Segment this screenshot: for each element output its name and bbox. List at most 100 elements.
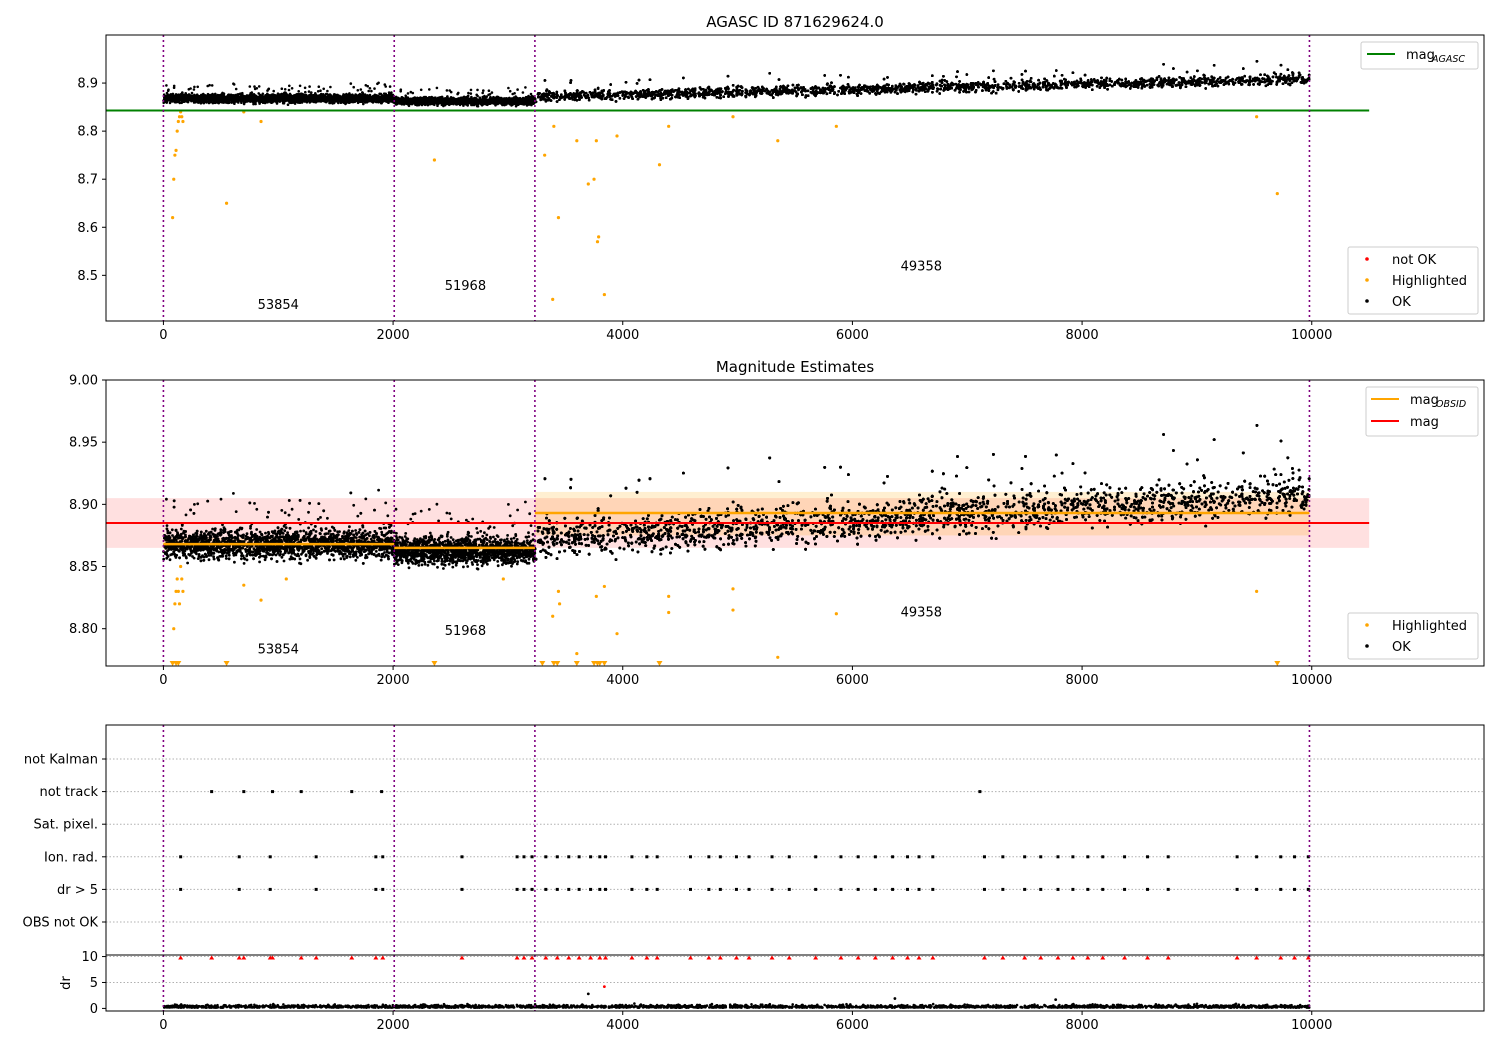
ok-point [478,101,482,105]
ok-point [242,97,245,100]
ok-point [319,89,322,92]
ok-point [196,98,200,102]
ok-point [178,94,182,98]
ok-point [515,100,519,103]
ok-point [459,102,463,106]
ok-point [356,89,360,92]
ok-point [463,96,466,100]
ok-point [271,97,274,100]
ok-point [427,99,431,102]
ok-point [296,98,300,102]
ok-point [368,97,372,101]
ok-point [443,101,447,104]
ok-point [481,98,485,101]
ok-point [358,100,362,103]
ok-point [364,84,368,87]
ok-point [447,97,450,100]
ok-point [174,96,177,100]
ok-point [484,100,487,104]
ok-point [524,86,527,89]
ok-point [288,92,292,96]
ok-point [420,96,424,100]
ok-point [380,96,384,100]
ok-point [470,100,474,104]
ok-point [419,88,423,92]
ok-point [171,93,174,96]
ok-point [216,96,220,99]
ok-point [322,87,326,91]
ok-point [413,98,417,102]
ok-point [514,95,517,98]
ok-point [303,98,307,102]
ok-point [258,93,262,97]
ok-point [303,86,307,90]
ok-point [362,102,365,106]
ok-point [326,89,329,93]
ok-point [247,96,250,100]
ok-point [384,95,388,99]
ok-point [475,93,479,97]
ok-point [456,92,459,96]
ok-point [190,99,193,103]
ok-point [229,96,233,99]
ok-point [257,85,261,88]
ok-point [253,100,256,103]
ok-point [220,97,223,100]
ok-point [192,88,196,91]
ok-point [263,98,266,102]
ok-point [456,99,460,103]
ok-point [182,94,185,97]
ok-point [198,95,201,99]
ok-point [308,97,312,101]
ok-point [370,89,373,93]
ok-point [309,93,313,96]
ok-point [422,102,425,106]
ok-point [345,101,349,104]
ok-point [242,102,246,106]
ok-point [340,100,344,103]
ok-point [468,97,472,101]
ok-point [469,92,473,95]
ok-point [332,97,336,101]
ok-point [323,96,327,99]
ok-point [350,95,353,99]
ok-point [189,87,192,90]
ok-point [469,88,473,92]
ok-point [380,100,384,104]
ok-point [234,87,238,91]
ok-point [325,99,329,102]
ok-point [408,97,412,101]
ok-point [165,91,169,95]
ok-point [232,82,235,85]
ok-point [466,94,470,98]
ok-point [483,94,486,98]
ok-point [304,90,307,94]
ok-point [329,85,332,89]
ok-point [258,101,261,104]
ok-point [430,101,433,104]
ok-point [348,100,352,103]
ok-point [405,99,408,103]
ok-point [383,99,386,103]
ok-point [304,93,308,97]
ok-point [491,100,495,104]
ok-point [263,101,267,105]
ok-point [412,101,416,104]
ok-point [521,91,525,94]
ok-point [365,96,369,100]
ok-point [488,93,492,96]
ok-point [288,96,292,99]
ok-point [464,99,468,102]
ok-point [359,88,363,91]
ok-point [400,103,404,106]
ok-point [423,97,427,100]
ok-point [183,99,187,102]
ok-point [339,97,343,101]
ok-point [408,100,412,103]
ok-point [196,85,199,89]
ok-point [394,103,398,106]
ok-point [238,96,241,100]
ok-point [231,99,235,102]
ok-point [448,102,452,106]
